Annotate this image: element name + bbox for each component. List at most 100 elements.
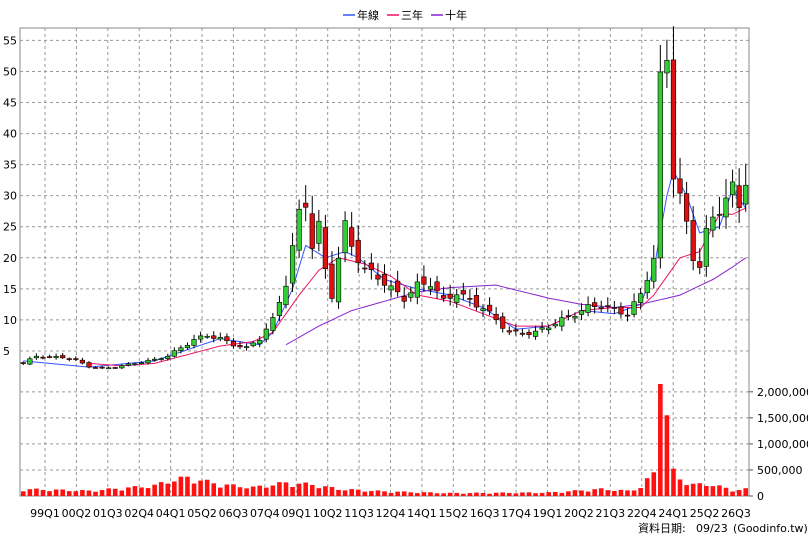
candle-body (92, 367, 99, 369)
candle-body (309, 213, 315, 249)
volume-bar (132, 486, 138, 496)
candle-body (276, 301, 283, 316)
volume-bar (467, 493, 473, 496)
candle-body (585, 304, 591, 313)
candle-body (27, 358, 33, 365)
price-tick-label: 35 (3, 159, 17, 172)
time-tick-label: 00Q2 (62, 507, 92, 520)
time-tick-label: 19Q1 (533, 507, 563, 520)
volume-bar (329, 487, 335, 496)
candle-body (644, 280, 650, 294)
candle-body (270, 317, 276, 331)
candle-body (243, 346, 250, 348)
candle-body (506, 330, 512, 333)
candle-body (283, 285, 289, 306)
candle-body (684, 193, 690, 222)
candle-body (441, 295, 447, 299)
time-tick-label: 17Q4 (501, 507, 531, 520)
candle-body (316, 220, 322, 244)
time-tick-label: 01Q3 (93, 507, 123, 520)
volume-bar (434, 493, 440, 496)
volume-bar (106, 488, 111, 496)
volume-bar (191, 483, 197, 496)
candle-body (723, 197, 729, 218)
candle-body (519, 332, 526, 335)
candle-body (145, 359, 151, 364)
volume-bar (684, 485, 689, 496)
candle-body (112, 367, 118, 369)
volume-bar (204, 479, 210, 496)
time-tick-label: 09Q1 (281, 507, 311, 520)
volume-bar (323, 486, 328, 496)
volume-bar (638, 488, 643, 496)
volume-bar (158, 482, 164, 496)
volume-bar (612, 490, 617, 496)
volume-bar (408, 492, 414, 496)
volume-bar (572, 490, 578, 496)
candle-body (729, 181, 736, 196)
candle-body (165, 355, 171, 359)
candle-body (368, 262, 374, 270)
time-tick-label: 12Q4 (376, 507, 406, 520)
volume-bar (395, 491, 400, 496)
candle-body (395, 280, 401, 293)
time-tick-label: 21Q3 (596, 507, 626, 520)
volume-bar (461, 493, 466, 496)
time-tick-label: 15Q2 (438, 507, 468, 520)
candle-body (263, 328, 269, 340)
volume-bar (441, 493, 446, 496)
volume-bar (513, 493, 519, 496)
volume-bar (165, 483, 171, 496)
time-tick-label: 20Q2 (564, 507, 594, 520)
volume-bar (73, 491, 79, 496)
volume-bar (533, 493, 538, 496)
time-tick-label: 26Q3 (721, 507, 751, 520)
candle-body (513, 329, 519, 332)
price-tick-label: 55 (3, 34, 17, 47)
volume-bar (172, 481, 177, 496)
volume-bar (244, 488, 249, 496)
chart-legend: 年線 三年 十年 (343, 8, 467, 22)
volume-bar (375, 490, 381, 496)
candle-body (697, 261, 703, 268)
volume-axis: 0 500,000 1,000,000 1,500,000 2,000,000 (749, 386, 808, 503)
candle-body (532, 330, 539, 337)
candle-body (605, 305, 611, 307)
candle-body (401, 295, 407, 302)
candle-body (592, 302, 598, 307)
time-tick-label: 25Q2 (690, 507, 720, 520)
volume-bar (690, 483, 696, 496)
volume-bar (296, 483, 302, 496)
volume-tick-label: 1,500,000 (757, 412, 808, 425)
candle-body (171, 350, 177, 357)
volume-bar (388, 492, 394, 496)
candle-body (60, 355, 66, 359)
footer-label: 資料日期: (638, 521, 686, 535)
candle-body (99, 366, 105, 369)
volume-bar (493, 492, 499, 496)
candle-body (178, 347, 184, 351)
volume-bar (303, 482, 308, 496)
candle-body (138, 362, 145, 365)
volume-bar (53, 489, 59, 496)
time-tick-label: 04Q1 (156, 507, 186, 520)
grid-lines (20, 28, 749, 496)
footer-date: 09/23 (696, 522, 728, 535)
candle-body (158, 358, 164, 360)
volume-bar (283, 482, 289, 496)
volume-bar (631, 490, 637, 496)
candle-body (565, 315, 571, 317)
volume-bar (27, 489, 33, 496)
volume-bar (730, 491, 735, 496)
volume-bar (34, 488, 39, 496)
time-tick-label: 14Q1 (407, 507, 437, 520)
candle-body (217, 337, 223, 340)
volume-bar (598, 488, 604, 496)
candle-body (303, 202, 309, 208)
candle-body (598, 306, 604, 309)
candle-body (638, 293, 644, 303)
volume-bar (20, 491, 26, 496)
volume-bar (198, 480, 203, 496)
time-tick-label: 16Q3 (470, 507, 500, 520)
volume-bar (99, 490, 105, 496)
